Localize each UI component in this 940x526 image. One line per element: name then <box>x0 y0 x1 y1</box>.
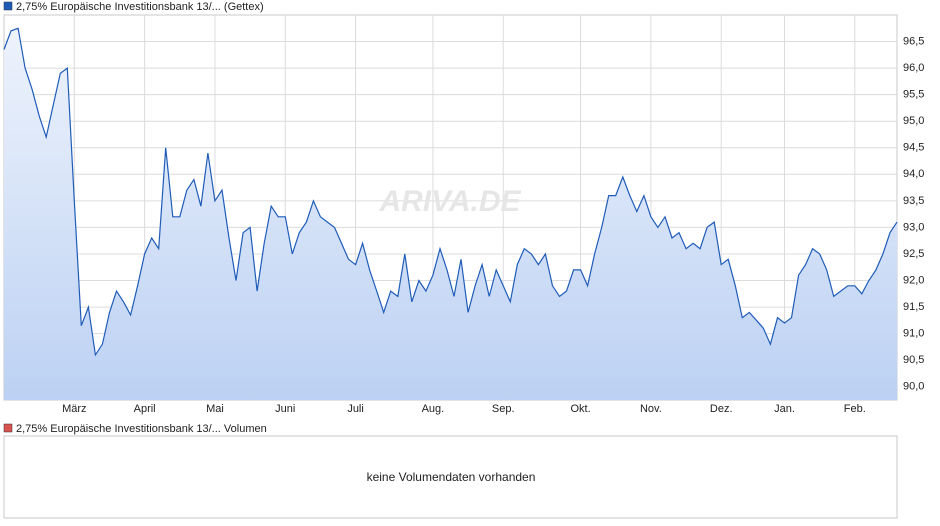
y-tick-label: 91,0 <box>903 328 924 340</box>
volume-frame <box>3 435 898 519</box>
watermark: ARIVA.DE <box>378 185 521 218</box>
y-tick-label: 90,0 <box>903 381 924 393</box>
y-tick-label: 92,0 <box>903 274 924 286</box>
x-tick-label: Juni <box>275 403 295 415</box>
x-tick-label: Nov. <box>640 403 662 415</box>
y-tick-label: 93,5 <box>903 195 924 207</box>
x-tick-label: März <box>62 403 86 415</box>
x-tick-label: Juli <box>347 403 364 415</box>
line <box>3 27 898 357</box>
y-tick-label: 90,5 <box>903 354 924 366</box>
x-tick-label: Dez. <box>710 403 733 415</box>
legend-swatch <box>3 1 13 11</box>
x-tick-label: April <box>134 403 156 415</box>
x-tick-label: Mai <box>206 403 224 415</box>
x-tick-label: Feb. <box>844 403 866 415</box>
y-tick-label: 94,0 <box>903 168 924 180</box>
y-tick-label: 94,5 <box>903 142 924 154</box>
empty-message: keine Volumendaten vorhanden <box>367 470 536 484</box>
legend-label: 2,75% Europäische Investitionsbank 13/..… <box>16 1 264 13</box>
legend-label: 2,75% Europäische Investitionsbank 13/..… <box>16 423 267 435</box>
y-tick-label: 95,0 <box>903 115 924 127</box>
y-tick-label: 96,5 <box>903 35 924 47</box>
x-tick-label: Okt. <box>570 403 590 415</box>
y-tick-label: 92,5 <box>903 248 924 260</box>
y-tick-label: 93,0 <box>903 221 924 233</box>
x-tick-label: Sep. <box>492 403 515 415</box>
x-tick-label: Jan. <box>774 403 795 415</box>
legend-swatch <box>3 423 13 433</box>
area <box>4 28 897 401</box>
y-tick-label: 91,5 <box>903 301 924 313</box>
x-tick-label: Aug. <box>422 403 445 415</box>
y-tick-label: 95,5 <box>903 89 924 101</box>
y-tick-label: 96,0 <box>903 62 924 74</box>
